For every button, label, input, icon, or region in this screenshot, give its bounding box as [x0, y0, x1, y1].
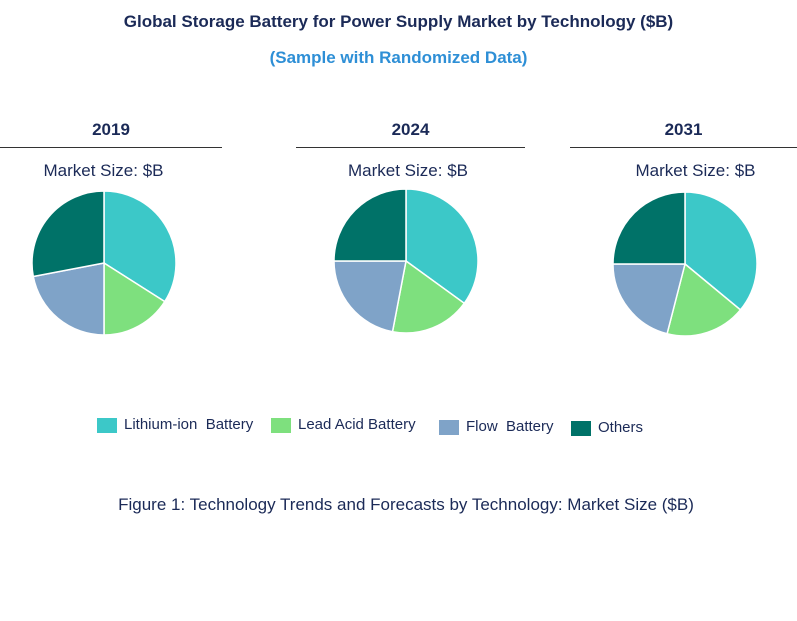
chart-title: Global Storage Battery for Power Supply …	[123, 12, 674, 31]
pie-2024-year: 2024	[391, 120, 430, 139]
pie-2019-rule	[0, 147, 222, 148]
chart-subtitle: (Sample with Randomized Data)	[269, 48, 528, 67]
pie-2019-market-size-label: Market Size: $B	[43, 161, 164, 180]
pie-2031-year: 2031	[664, 120, 703, 139]
legend-swatch-flow	[439, 420, 459, 435]
figure-caption: Figure 1: Technology Trends and Forecast…	[118, 495, 694, 514]
pie-2019-slice-lead-acid	[103, 261, 166, 336]
pie-2031-slice-flow	[612, 263, 686, 335]
legend-swatch-lithium-ion	[97, 418, 117, 433]
pie-2031-slice-others	[612, 191, 686, 265]
pie-2031-slice-lithium-ion	[684, 191, 758, 311]
pie-2031-slice-lead-acid	[666, 262, 742, 337]
pie-2019-slice-others	[31, 190, 105, 278]
legend-label-flow: Flow Battery	[466, 418, 554, 435]
pie-2024-market-size-label: Market Size: $B	[348, 161, 468, 180]
legend-swatch-lead-acid	[271, 418, 291, 433]
legend-label-others: Others	[598, 419, 644, 436]
pie-chart-2019	[31, 190, 177, 336]
pie-2031-market-size-label: Market Size: $B	[635, 161, 756, 180]
legend-label-lithium-ion: Lithium-ion Battery	[124, 416, 254, 433]
legend-swatch-others	[571, 421, 591, 436]
pie-2024-slice-others	[333, 188, 407, 262]
legend: Lithium-ion Battery Lead Acid Battery Fl…	[0, 416, 797, 440]
pie-2031-rule	[570, 147, 797, 148]
pie-2019-slice-flow	[32, 262, 105, 336]
pie-chart-2031	[612, 191, 758, 337]
legend-label-lead-acid: Lead Acid Battery	[298, 416, 416, 433]
pie-2024-slice-lead-acid	[391, 259, 466, 334]
pie-2024-slice-flow	[333, 260, 407, 333]
pie-2019-year: 2019	[92, 120, 130, 139]
pie-2024-slice-lithium-ion	[405, 188, 479, 305]
pie-chart-2024	[333, 188, 479, 334]
pie-2024-rule	[296, 147, 525, 148]
